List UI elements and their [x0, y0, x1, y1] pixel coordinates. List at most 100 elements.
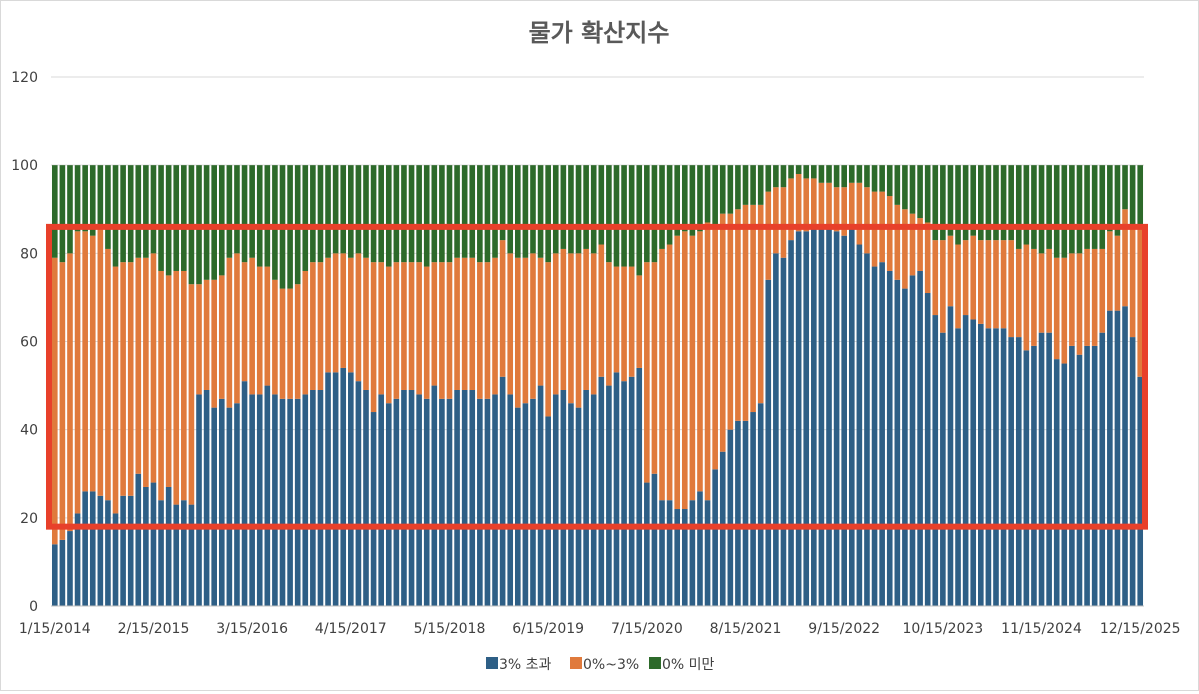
bar-segment: [575, 253, 582, 408]
y-tick-label: 40: [20, 423, 38, 439]
bar-segment: [750, 204, 756, 413]
bar-segment: [89, 491, 96, 606]
bar-segment: [530, 165, 536, 254]
bar-segment: [1046, 248, 1052, 333]
bar-segment: [181, 270, 187, 501]
bar-segment: [363, 257, 369, 390]
legend-swatch: [649, 657, 661, 669]
bar-segment: [719, 165, 726, 214]
bar-segment: [431, 262, 438, 386]
bar-segment: [530, 398, 536, 606]
bar-segment: [423, 266, 430, 399]
bar-segment: [461, 165, 468, 258]
x-tick-label: 2/15/2015: [118, 621, 190, 637]
bar-segment: [310, 389, 316, 606]
bar-segment: [74, 165, 81, 232]
bar-segment: [940, 240, 946, 333]
bar-segment: [1084, 165, 1090, 249]
bar-segment: [621, 381, 627, 606]
bar-segment: [158, 500, 164, 606]
bar-segment: [1053, 165, 1060, 258]
bar-segment: [393, 165, 400, 263]
bar-segment: [67, 531, 73, 606]
bar-segment: [173, 165, 180, 271]
bar-segment: [1008, 337, 1014, 606]
bar-segment: [788, 178, 794, 241]
y-tick-label: 60: [20, 335, 38, 351]
bar-segment: [317, 165, 324, 263]
gridlines: [51, 76, 1144, 519]
bar-segment: [89, 235, 96, 492]
bar-segment: [226, 165, 233, 258]
bar-segment: [294, 398, 301, 606]
bar-segment: [795, 165, 802, 174]
bar-segment: [735, 209, 741, 421]
bar-segment: [1137, 226, 1144, 377]
bar-segment: [606, 385, 612, 606]
bar-segment: [598, 376, 605, 606]
bar-segment: [59, 262, 66, 540]
bar-segment: [666, 500, 673, 606]
bar-segment: [932, 240, 939, 316]
bar-segment: [1069, 345, 1075, 606]
bar-segment: [522, 165, 529, 258]
x-tick-label: 5/15/2018: [414, 621, 486, 637]
bar-segment: [477, 262, 483, 399]
bar-segment: [1038, 253, 1045, 333]
bar-segment: [1023, 350, 1030, 606]
bar-segment: [856, 165, 863, 183]
x-tick-label: 9/15/2022: [808, 621, 880, 637]
bar-segment: [416, 262, 422, 395]
bar-segment: [1107, 165, 1113, 232]
bar-segment: [461, 389, 468, 606]
bar-segment: [681, 231, 688, 510]
bar-segment: [1122, 209, 1128, 307]
bar-segment: [310, 262, 316, 390]
bar-segment: [112, 266, 119, 514]
bar-segment: [408, 262, 415, 390]
bar-segment: [719, 213, 726, 452]
bar-segment: [681, 509, 688, 606]
bars: [51, 165, 1144, 607]
highlight-box: [46, 223, 1148, 530]
bar-segment: [51, 544, 58, 606]
bar-segment: [211, 165, 217, 280]
bar-segment: [461, 257, 468, 390]
bar-segment: [545, 262, 551, 417]
bar-segment: [575, 407, 582, 607]
bar-segment: [909, 165, 916, 214]
bar-segment: [651, 262, 658, 474]
bar-segment: [613, 266, 620, 373]
bar-segment: [112, 165, 119, 267]
bar-segment: [97, 226, 104, 496]
bar-segment: [514, 165, 521, 258]
bar-segment: [431, 165, 438, 263]
x-tick-label: 7/15/2020: [611, 621, 683, 637]
bar-segment: [848, 165, 855, 183]
bar-segment: [1000, 328, 1007, 606]
y-tick-label: 120: [11, 70, 38, 86]
bar-segment: [636, 367, 643, 606]
bar-segment: [735, 165, 741, 210]
bar-segment: [993, 240, 999, 329]
bar-segment: [659, 500, 665, 606]
bar-segment: [727, 165, 734, 214]
bar-segment: [1137, 165, 1144, 227]
bar-segment: [454, 389, 460, 606]
bar-segment: [165, 486, 172, 606]
bar-segment: [1114, 310, 1121, 606]
bar-segment: [1084, 345, 1090, 606]
bar-segment: [211, 407, 217, 607]
x-tick-label: 3/15/2016: [216, 621, 288, 637]
bar-segment: [249, 165, 255, 258]
bar-segment: [932, 165, 939, 241]
bar-segment: [636, 275, 643, 368]
bar-segment: [757, 204, 764, 404]
bar-segment: [393, 262, 400, 399]
bar-segment: [188, 504, 195, 606]
bar-segment: [135, 257, 142, 474]
bar-segment: [477, 165, 483, 263]
bar-segment: [67, 165, 73, 254]
bar-segment: [727, 429, 734, 606]
